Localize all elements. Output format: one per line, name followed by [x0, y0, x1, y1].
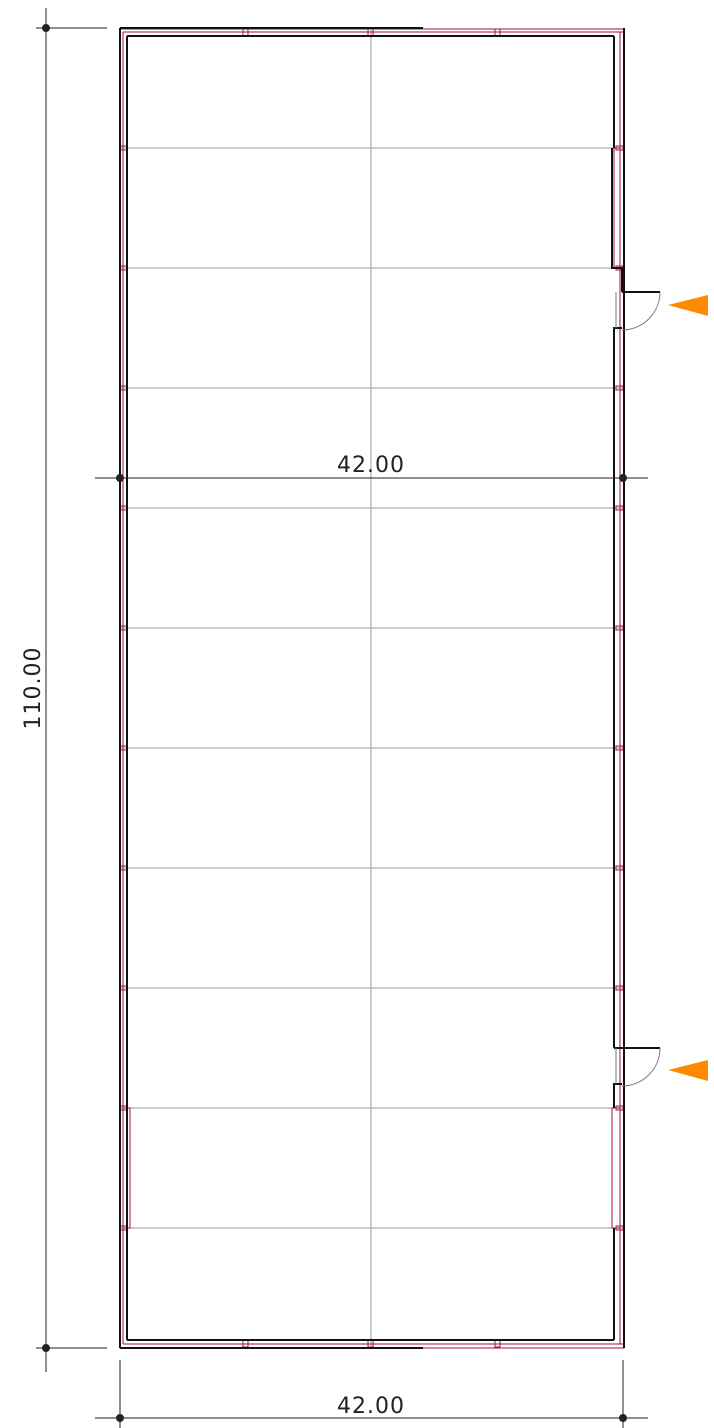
frame-outline	[119, 28, 625, 1349]
dimension-dot	[619, 1414, 627, 1422]
door-upper	[615, 291, 661, 331]
entry-arrow-icon	[668, 295, 708, 316]
entry-markers	[668, 295, 708, 1081]
dimension-dot	[42, 24, 50, 32]
building-frame	[119, 28, 625, 1349]
width-dimension-label: 42.00	[337, 453, 405, 478]
structural-grid	[121, 30, 622, 1346]
door-lower	[615, 1047, 661, 1087]
door-swing-arc	[621, 1047, 661, 1087]
entry-arrow-icon	[668, 1060, 708, 1081]
length-dimension-label: 110.00	[21, 647, 46, 730]
door-swing-arc	[621, 291, 661, 331]
dimension-dot	[619, 474, 627, 482]
dimension-dot	[116, 1414, 124, 1422]
doors	[615, 291, 661, 1087]
dimensions	[36, 8, 648, 1428]
walls	[119, 27, 625, 1349]
wall-right-inner	[613, 1083, 622, 1108]
bottom-dimension-label: 42.00	[337, 1394, 405, 1419]
wall-right-inner	[611, 148, 623, 292]
window-right-lower	[611, 1107, 621, 1229]
window-right-upper	[613, 147, 621, 269]
dimension-dot	[116, 474, 124, 482]
dimension-dot	[42, 1344, 50, 1352]
wall-right-inner	[613, 327, 622, 1048]
